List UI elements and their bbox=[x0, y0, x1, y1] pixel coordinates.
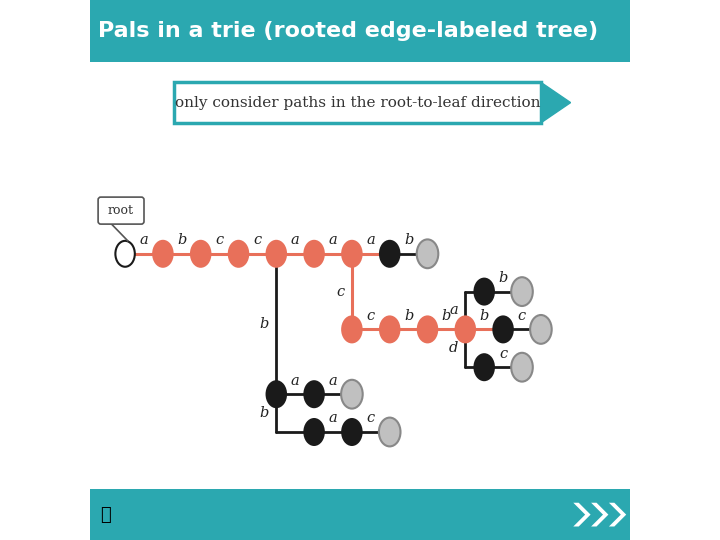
Text: a: a bbox=[328, 374, 338, 388]
Text: c: c bbox=[499, 347, 507, 361]
Ellipse shape bbox=[474, 354, 494, 380]
Ellipse shape bbox=[305, 419, 324, 445]
Ellipse shape bbox=[305, 241, 324, 267]
Ellipse shape bbox=[115, 241, 135, 267]
Text: b: b bbox=[177, 233, 186, 247]
Text: c: c bbox=[336, 285, 344, 299]
Polygon shape bbox=[541, 82, 571, 123]
Ellipse shape bbox=[266, 241, 286, 267]
Ellipse shape bbox=[341, 380, 363, 409]
Ellipse shape bbox=[342, 241, 361, 267]
Text: b: b bbox=[404, 309, 413, 323]
Text: b: b bbox=[260, 406, 269, 420]
Text: b: b bbox=[498, 271, 508, 285]
Ellipse shape bbox=[342, 419, 361, 445]
Text: b: b bbox=[260, 317, 269, 331]
Polygon shape bbox=[591, 503, 608, 526]
Text: Pals in a trie (rooted edge-labeled tree): Pals in a trie (rooted edge-labeled tree… bbox=[98, 21, 598, 41]
Ellipse shape bbox=[305, 381, 324, 407]
Ellipse shape bbox=[379, 417, 400, 447]
Ellipse shape bbox=[380, 241, 400, 267]
Text: c: c bbox=[366, 309, 375, 323]
Ellipse shape bbox=[456, 316, 475, 342]
Text: b: b bbox=[480, 309, 489, 323]
Ellipse shape bbox=[191, 241, 210, 267]
Ellipse shape bbox=[266, 381, 286, 407]
Ellipse shape bbox=[342, 316, 361, 342]
Ellipse shape bbox=[511, 277, 533, 306]
Text: only consider paths in the root-to-leaf direction: only consider paths in the root-to-leaf … bbox=[174, 96, 540, 110]
Ellipse shape bbox=[380, 316, 400, 342]
Text: b: b bbox=[441, 309, 451, 323]
Text: 🌿: 🌿 bbox=[99, 505, 110, 524]
FancyBboxPatch shape bbox=[174, 82, 541, 123]
Text: root: root bbox=[108, 204, 134, 217]
Text: a: a bbox=[291, 374, 300, 388]
Ellipse shape bbox=[511, 353, 533, 382]
Text: a: a bbox=[140, 233, 148, 247]
Ellipse shape bbox=[229, 241, 248, 267]
Text: c: c bbox=[215, 233, 224, 247]
Text: c: c bbox=[253, 233, 261, 247]
FancyBboxPatch shape bbox=[98, 197, 144, 224]
Ellipse shape bbox=[153, 241, 173, 267]
Text: a: a bbox=[328, 411, 338, 426]
Text: d: d bbox=[449, 341, 458, 355]
Polygon shape bbox=[609, 503, 626, 526]
Text: c: c bbox=[518, 309, 526, 323]
Text: b: b bbox=[404, 233, 413, 247]
Ellipse shape bbox=[474, 279, 494, 305]
Text: a: a bbox=[366, 233, 375, 247]
Ellipse shape bbox=[417, 239, 438, 268]
Ellipse shape bbox=[530, 315, 552, 344]
Text: a: a bbox=[449, 303, 458, 318]
Text: c: c bbox=[366, 411, 375, 426]
Text: a: a bbox=[328, 233, 338, 247]
Polygon shape bbox=[573, 503, 590, 526]
Ellipse shape bbox=[493, 316, 513, 342]
Ellipse shape bbox=[418, 316, 437, 342]
Bar bbox=[90, 0, 630, 62]
Text: a: a bbox=[291, 233, 300, 247]
Bar bbox=[90, 489, 630, 540]
